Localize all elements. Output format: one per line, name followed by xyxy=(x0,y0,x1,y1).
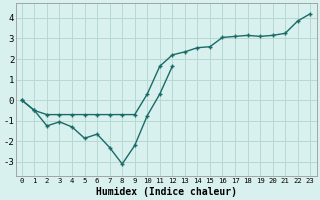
X-axis label: Humidex (Indice chaleur): Humidex (Indice chaleur) xyxy=(96,186,236,197)
